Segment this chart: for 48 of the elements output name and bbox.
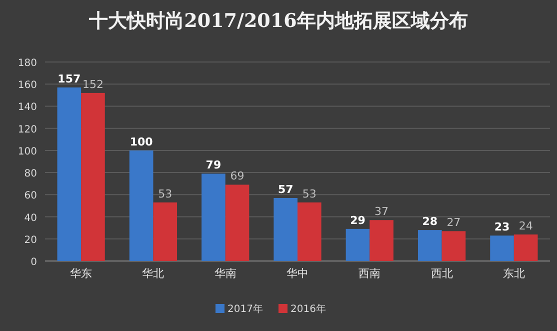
x-tick-label: 西南 bbox=[358, 267, 381, 280]
bar bbox=[298, 202, 322, 261]
x-tick-label: 东北 bbox=[502, 267, 525, 280]
bar bbox=[57, 87, 82, 261]
bar bbox=[370, 220, 394, 261]
bar bbox=[346, 228, 370, 261]
y-tick-label: 0 bbox=[30, 257, 37, 268]
legend-label: 2017年 bbox=[228, 303, 263, 315]
y-tick-label: 140 bbox=[18, 102, 37, 114]
data-label: 37 bbox=[374, 205, 389, 218]
data-label: 152 bbox=[82, 78, 104, 91]
bar bbox=[225, 184, 250, 261]
y-tick-label: 20 bbox=[24, 234, 37, 246]
chart-title: 十大快时尚2017/2016年内地拓展区域分布 bbox=[88, 10, 468, 32]
y-tick-label: 80 bbox=[24, 168, 37, 180]
data-label: 53 bbox=[302, 187, 316, 200]
x-tick-label: 西北 bbox=[430, 267, 453, 280]
y-tick-label: 40 bbox=[24, 212, 37, 224]
data-label: 23 bbox=[494, 220, 510, 234]
bar bbox=[129, 150, 154, 261]
data-label: 100 bbox=[130, 135, 154, 148]
y-tick-label: 120 bbox=[18, 124, 37, 136]
data-label: 69 bbox=[230, 170, 244, 183]
bar bbox=[442, 231, 466, 261]
data-label: 24 bbox=[518, 219, 533, 232]
legend-label: 2016年 bbox=[290, 303, 326, 315]
data-label: 27 bbox=[446, 216, 461, 230]
bar bbox=[202, 174, 226, 261]
data-label: 79 bbox=[206, 158, 222, 172]
bar bbox=[153, 202, 178, 261]
data-label: 53 bbox=[158, 187, 172, 200]
x-tick-label: 华北 bbox=[142, 267, 164, 280]
y-tick-label: 100 bbox=[18, 146, 37, 158]
bar bbox=[490, 236, 514, 261]
data-label: 28 bbox=[422, 215, 438, 228]
x-tick-label: 华东 bbox=[70, 267, 92, 280]
data-label: 29 bbox=[350, 214, 366, 227]
bar bbox=[274, 198, 298, 261]
bar bbox=[81, 92, 105, 261]
x-tick-label: 华南 bbox=[214, 267, 236, 280]
y-tick-label: 60 bbox=[24, 190, 37, 202]
data-label: 157 bbox=[58, 72, 81, 86]
bar bbox=[418, 230, 442, 261]
bar bbox=[514, 234, 538, 261]
x-tick-label: 华中 bbox=[286, 267, 308, 280]
data-label: 57 bbox=[278, 182, 294, 196]
y-tick-label: 160 bbox=[18, 80, 37, 92]
y-tick-label: 180 bbox=[18, 58, 37, 69]
